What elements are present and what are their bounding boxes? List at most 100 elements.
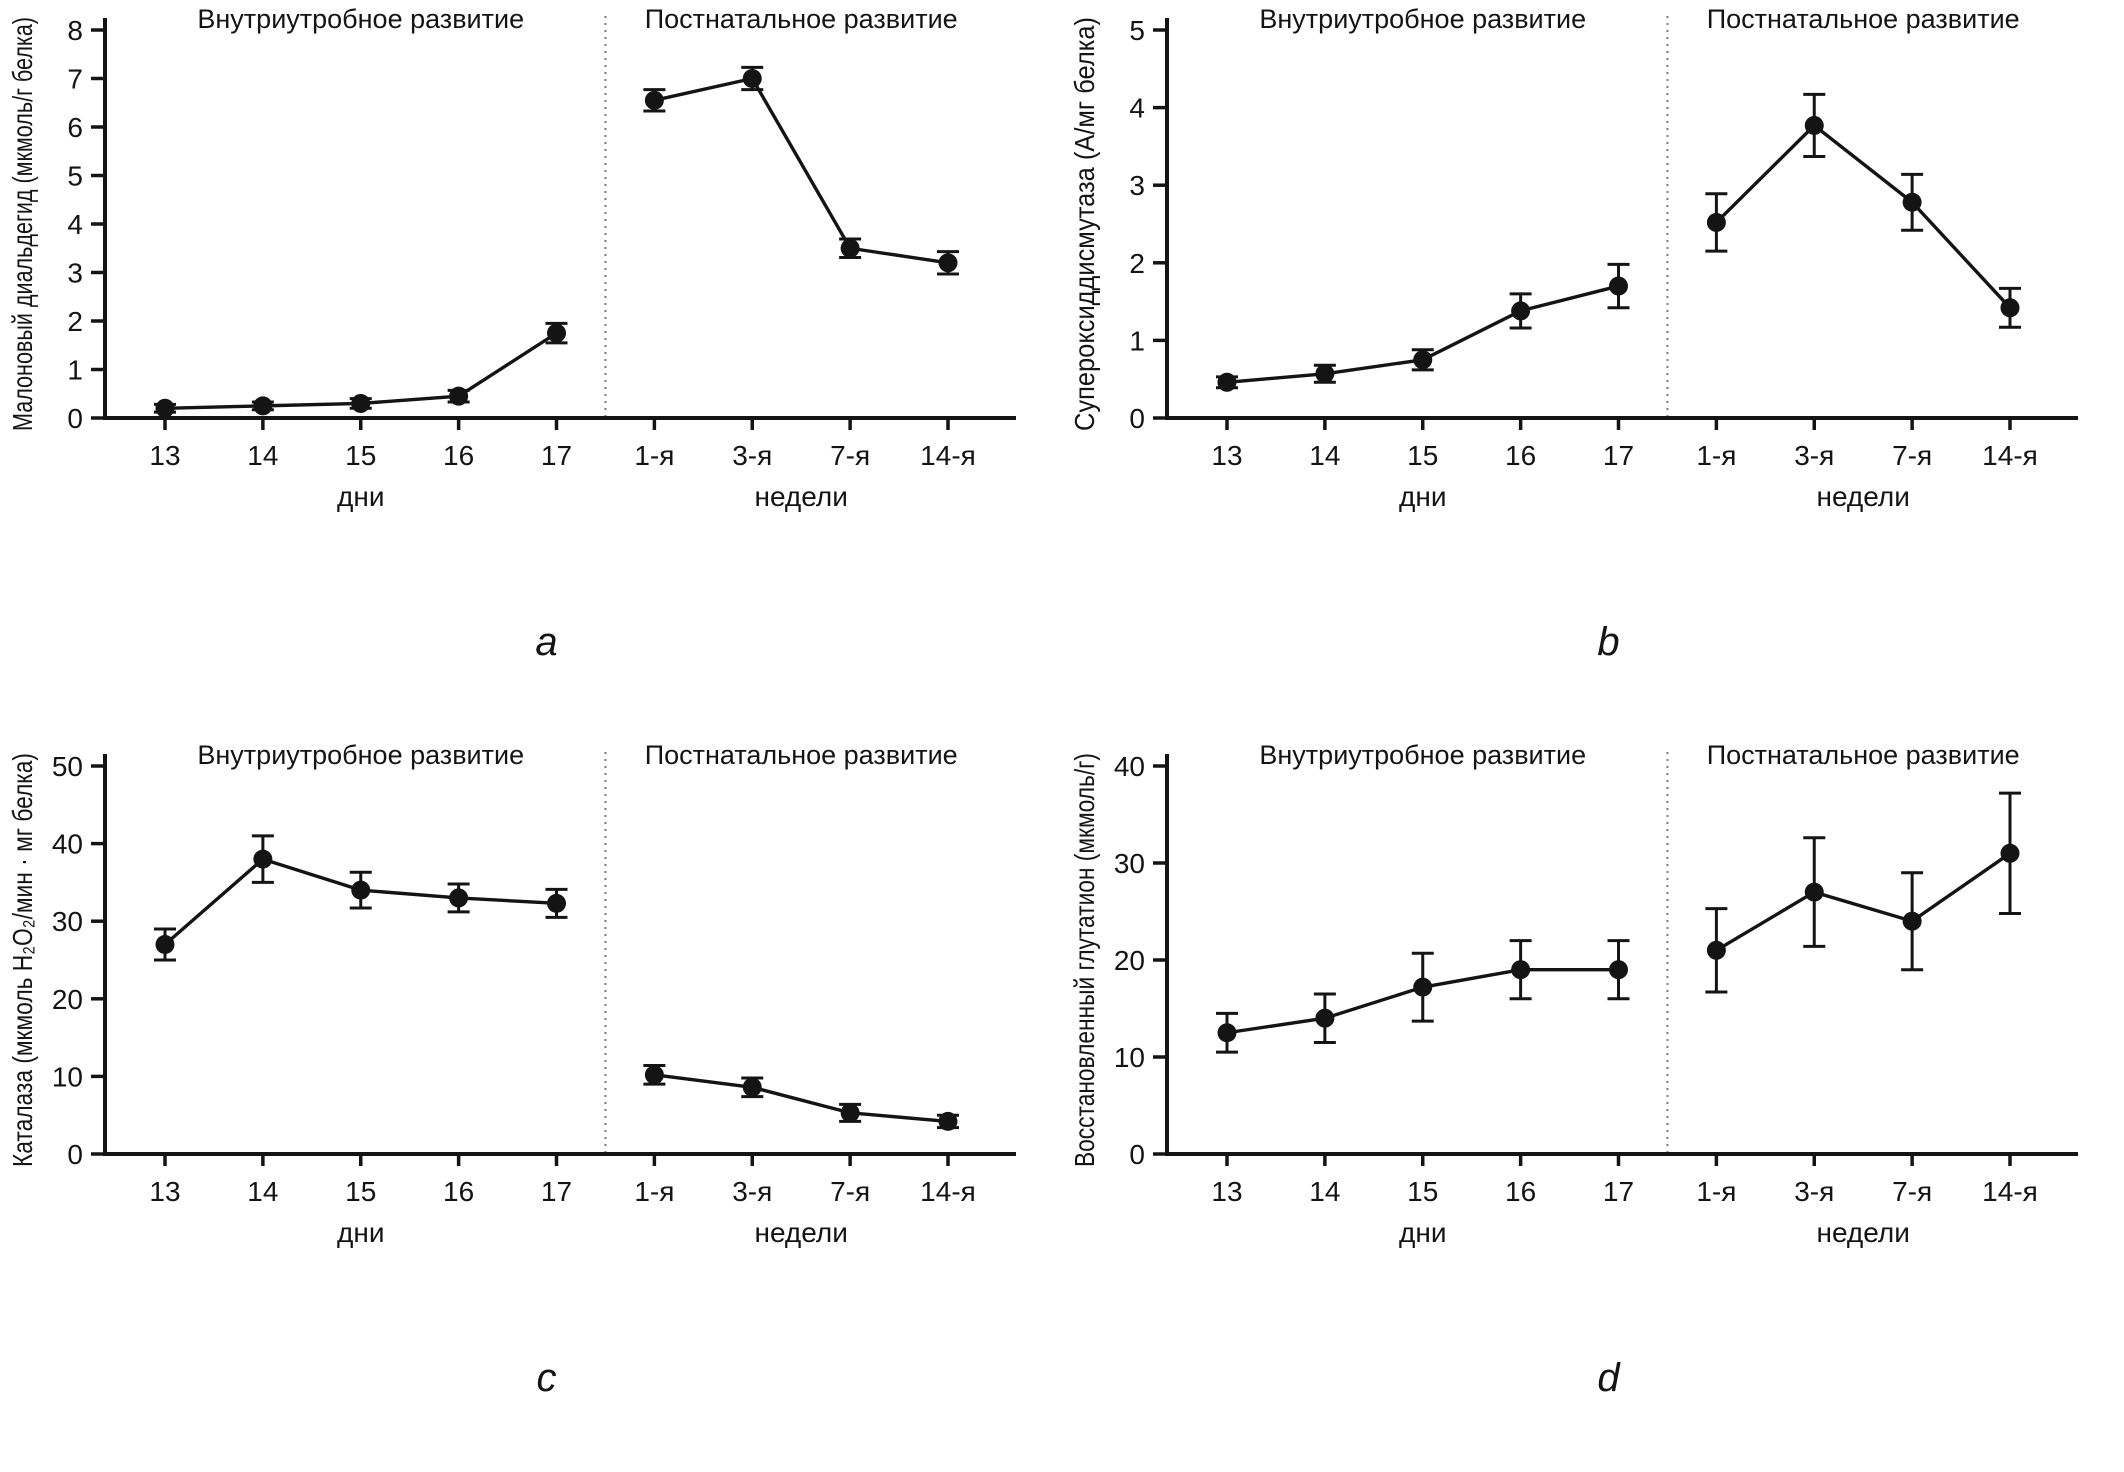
x-group-label-weeks: недели [1816,1217,1909,1248]
y-tick-label: 6 [67,112,83,143]
data-point [644,90,664,110]
y-tick-label: 40 [52,829,83,860]
x-tick-label: 17 [1603,440,1634,471]
panel-letter: d [1597,1356,1621,1400]
x-tick-label: 3-я [732,440,772,471]
x-group-label-days: дни [337,1217,384,1248]
chart-a-svg: 0 1 2 3 4 5 6 7 8 13 14 15 16 17 1-я 3-я 7-я 14-я дни недел… [7,4,1016,664]
x-tick-label: 15 [1407,440,1438,471]
x-tick-label: 14 [247,440,278,471]
x-tick-label: 13 [149,440,180,471]
x-tick-label: 3-я [1794,1176,1834,1207]
region-title-postnatal: Постнатальное развитие [1707,740,2020,770]
y-tick-label: 0 [67,1139,83,1170]
region-title-postnatal: Постнатальное развитие [645,740,958,770]
y-axis-label: Восстановленный глутатион (мкмоль/г) [1069,753,1100,1167]
data-point [1902,192,1922,212]
chart-d-svg: 0 10 20 30 40 13 14 15 16 17 1-я 3-я 7-я 14-я дни недел… [1069,740,2078,1400]
x-group-label-days: дни [1399,481,1446,512]
data-point [1315,1008,1335,1028]
y-tick-label: 30 [52,906,83,937]
data-point [1706,212,1726,232]
data-point [1511,960,1531,980]
data-point [1706,940,1726,960]
x-tick-label: 14-я [920,1176,976,1207]
data-point [1217,372,1237,392]
y-tick-label: 10 [1114,1042,1145,1073]
data-point [547,893,566,913]
region-title-prenatal: Внутриутробное развитие [197,740,524,770]
region-title-prenatal: Внутриутробное развитие [1259,4,1586,34]
data-point [840,238,860,258]
y-tick-label: 50 [52,751,83,782]
panel-b: 0 1 2 3 4 5 13 14 15 16 17 1-я 3-я 7-я 14-я дни недели Вн… [1062,0,2124,736]
x-tick-label: 1-я [634,1176,674,1207]
y-tick-label: 1 [67,355,83,386]
region-title-postnatal: Постнатальное развитие [645,4,958,34]
x-tick-label: 15 [1407,1176,1438,1207]
x-tick-label: 17 [541,440,572,471]
y-axis-label: Малоновый диальдегид (мкмоль/г белка) [7,17,38,431]
x-tick-label: 17 [1603,1176,1634,1207]
y-axis-label: Супероксиддисмутаза (А/мг белка) [1069,17,1100,431]
data-point [1315,364,1335,384]
data-point [351,880,371,900]
y-tick-label: 5 [1129,15,1145,46]
series-line-postnatal [1715,123,2012,309]
x-group-label-weeks: недели [754,1217,847,1248]
x-tick-label: 14-я [920,440,976,471]
x-tick-label: 13 [1211,440,1242,471]
x-tick-label: 16 [1505,440,1536,471]
chart-c-svg: 0 10 20 30 40 50 13 14 15 16 17 1-я 3-я 7-я 14-я дни нед… [7,740,1016,1400]
data-point [1413,977,1433,997]
x-tick-label: 7-я [1892,1176,1932,1207]
x-tick-label: 15 [345,440,376,471]
y-tick-label: 3 [67,258,83,289]
data-point [1609,276,1628,296]
x-tick-label: 14 [1309,440,1340,471]
y-tick-label: 1 [1129,325,1145,356]
data-point [1217,1023,1237,1043]
x-tick-label: 13 [149,1176,180,1207]
data-point [938,1111,958,1131]
data-point [449,386,469,406]
x-tick-label: 1-я [634,440,674,471]
x-tick-label: 16 [1505,1176,1536,1207]
panel-c: 0 10 20 30 40 50 13 14 15 16 17 1-я 3-я 7-я 14-я дни нед… [0,736,1062,1472]
x-tick-label: 16 [443,1176,474,1207]
data-point [742,69,762,88]
region-title-prenatal: Внутриутробное развитие [1259,740,1586,770]
y-tick-label: 3 [1129,170,1145,201]
x-tick-label: 14 [1309,1176,1340,1207]
y-tick-label: 0 [1129,1139,1145,1170]
data-point [1804,882,1824,902]
data-point [2000,843,2020,863]
y-tick-label: 40 [1114,751,1145,782]
y-tick-label: 5 [67,161,83,192]
x-tick-label: 14-я [1982,440,2038,471]
y-tick-label: 4 [67,209,83,240]
data-point [1511,301,1531,321]
x-tick-label: 3-я [732,1176,772,1207]
series-line-postnatal [654,76,949,265]
data-point [938,253,958,273]
y-tick-label: 20 [52,984,83,1015]
y-tick-label: 2 [67,306,83,337]
x-tick-label: 1-я [1696,440,1736,471]
y-tick-label: 10 [52,1061,83,1092]
y-tick-label: 8 [67,15,83,46]
data-point [253,396,273,416]
data-point [155,934,175,954]
series-line-postnatal [654,1073,949,1124]
x-tick-label: 13 [1211,1176,1242,1207]
y-tick-label: 2 [1129,248,1145,279]
x-tick-label: 14 [247,1176,278,1207]
panel-a: 0 1 2 3 4 5 6 7 8 13 14 15 16 17 1-я 3-я 7-я 14-я дни недел… [0,0,1062,736]
series-line-postnatal [1715,851,2011,952]
x-group-label-weeks: недели [754,481,847,512]
panel-d: 0 10 20 30 40 13 14 15 16 17 1-я 3-я 7-я 14-я дни недел… [1062,736,2124,1472]
y-tick-label: 20 [1114,945,1145,976]
data-point [1804,115,1824,135]
data-point [1902,911,1922,931]
data-point [1609,960,1628,980]
